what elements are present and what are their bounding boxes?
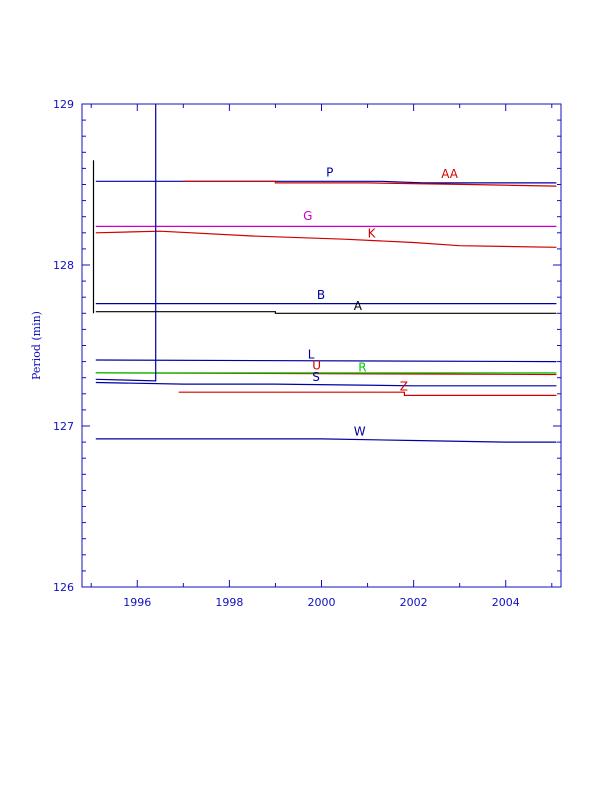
series-label-r: R (358, 360, 366, 374)
series-label-g: G (303, 209, 312, 223)
labels-layer: P AA G K B A LU R S Z W (303, 165, 459, 438)
series-line-w (95, 438, 557, 443)
series-line-a (95, 311, 557, 314)
x-tick-label: 2004 (492, 596, 520, 609)
series-label-s: S (312, 370, 320, 384)
y-tick-label: 128 (53, 259, 74, 272)
series-line-aa (183, 180, 557, 187)
series-label-z: Z (400, 380, 408, 394)
x-tick-label: 1998 (215, 596, 243, 609)
series-label-u: U (312, 359, 321, 373)
series-label-l: L (308, 347, 315, 361)
x-tick-label: 2002 (400, 596, 428, 609)
series-label-k: K (368, 227, 377, 241)
series-line-unlabeled-12 (95, 104, 157, 382)
series-line-z (178, 391, 557, 396)
series-line-s (95, 381, 557, 387)
x-tick-label: 1996 (123, 596, 151, 609)
y-tick-label: 126 (53, 581, 74, 594)
y-axis-title: Period (min) (30, 311, 43, 380)
series-layer (92, 104, 557, 443)
series-line-k (95, 230, 557, 248)
series-label-b: B (317, 288, 325, 302)
series-label-a: A (354, 299, 363, 313)
series-label-p: P (326, 165, 333, 179)
y-tick-label: 127 (53, 420, 74, 433)
series-line-l (95, 359, 557, 363)
series-label-aa: AA (441, 167, 459, 181)
x-tick-label: 2000 (308, 596, 336, 609)
series-label-w: W (354, 425, 366, 439)
axes-layer: 1996 1998 2000 2002 2004 126 127 128 129 (53, 98, 562, 609)
y-tick-label: 129 (53, 98, 74, 111)
